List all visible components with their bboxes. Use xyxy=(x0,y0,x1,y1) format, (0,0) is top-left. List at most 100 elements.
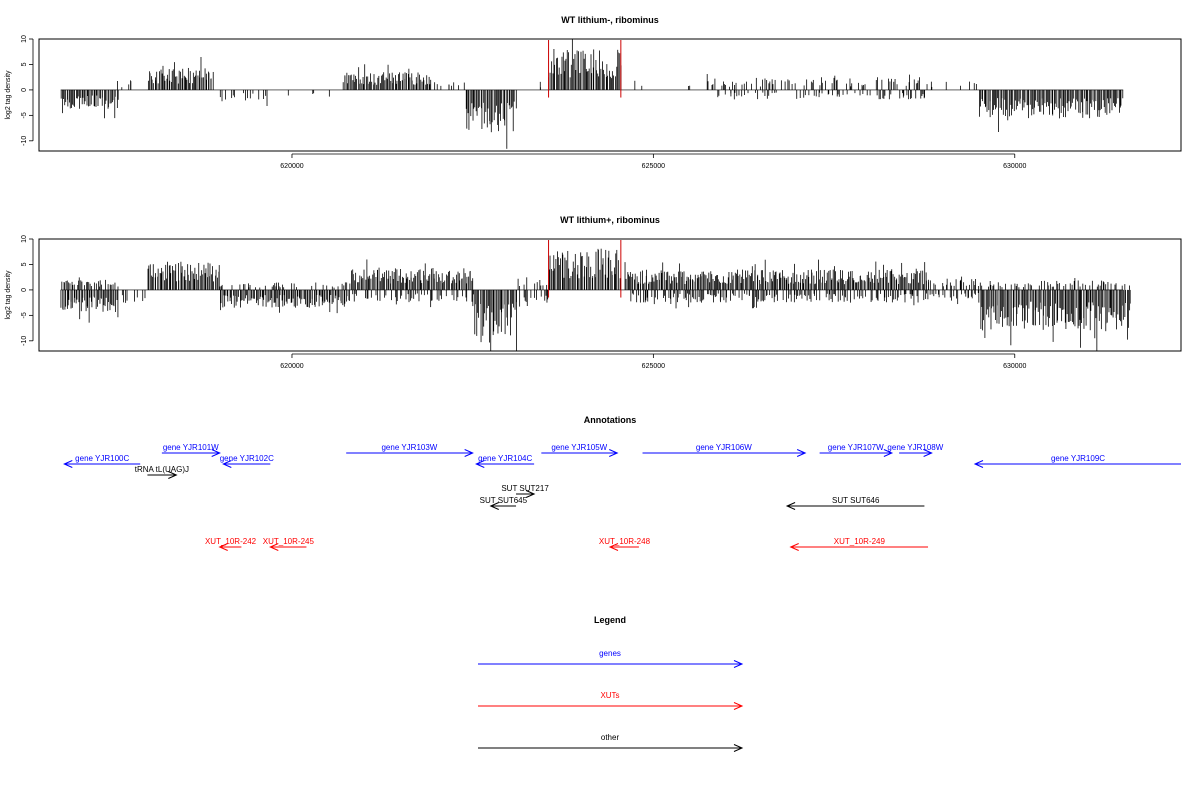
x-tick-label: 625000 xyxy=(642,363,665,370)
annotation-label: gene YJR103W xyxy=(381,443,437,452)
annotation-xut: XUT_10R-242 xyxy=(205,537,257,551)
legend-entries: genes XUTs other xyxy=(478,649,744,752)
arrow-head xyxy=(464,449,474,457)
x-tick-label: 630000 xyxy=(1003,163,1026,170)
y-axis: 10 5 0 -5 -10 xyxy=(21,35,34,146)
arrow-head xyxy=(923,449,933,457)
arrow-head xyxy=(883,449,894,457)
annotation-label: XUT_10R-245 xyxy=(263,537,315,546)
annotation-other: SUT SUT217 xyxy=(501,484,549,498)
track-panel-lithium-plus: WT lithium+, ribominus log2 tag density … xyxy=(5,215,1182,370)
plot-frame xyxy=(38,238,1182,352)
annotation-gene: gene YJR106W xyxy=(642,443,807,457)
legend-label: genes xyxy=(599,649,621,658)
x-tick-label: 620000 xyxy=(280,163,303,170)
annotation-label: gene YJR109C xyxy=(1051,454,1105,463)
y-axis-label: log2 tag density xyxy=(5,270,12,320)
legend-label: other xyxy=(601,733,620,742)
annotation-other: tRNA tL(UAG)J xyxy=(135,465,189,479)
legend-arrow-head xyxy=(733,660,744,668)
x-axis: 620000 625000 630000 xyxy=(280,353,1027,370)
annotation-gene: gene YJR108W xyxy=(887,443,944,457)
annotation-label: gene YJR105W xyxy=(551,443,607,452)
arrow-head xyxy=(218,543,228,551)
y-tick-label: 10 xyxy=(21,235,28,243)
x-axis: 620000 625000 630000 xyxy=(280,153,1027,170)
legend-arrow-head xyxy=(733,744,744,752)
y-tick-label: 0 xyxy=(21,88,28,92)
legend-entry: XUTs xyxy=(478,691,744,710)
legend-title: Legend xyxy=(594,615,626,625)
annotation-label: gene YJR108W xyxy=(887,443,943,452)
arrow-head xyxy=(609,449,619,457)
panel-title: WT lithium-, ribominus xyxy=(561,15,659,25)
annotation-label: gene YJR106W xyxy=(696,443,752,452)
legend-panel: Legend genes XUTs other xyxy=(478,615,744,752)
arrow-head xyxy=(222,460,232,468)
legend-entry: genes xyxy=(478,649,744,668)
y-tick-label: 5 xyxy=(21,62,28,66)
bars-layer xyxy=(60,39,1124,149)
arrow-head xyxy=(525,490,536,498)
arrow-head xyxy=(796,449,807,457)
arrow-head xyxy=(608,543,619,551)
arrow-head xyxy=(211,449,221,457)
y-tick-label: -5 xyxy=(21,312,28,318)
arrow-head xyxy=(973,460,984,468)
arrow-head xyxy=(785,502,796,510)
x-tick-label: 630000 xyxy=(1003,363,1026,370)
arrow-head xyxy=(269,543,279,551)
annotation-xut: XUT_10R-245 xyxy=(263,537,315,551)
y-axis-label: log2 tag density xyxy=(5,70,12,120)
legend-label: XUTs xyxy=(600,691,619,700)
annotation-label: XUT_10R-249 xyxy=(834,537,886,546)
annotation-label: gene YJR101W xyxy=(163,443,219,452)
annotation-other: SUT SUT645 xyxy=(480,496,528,510)
highlight-region xyxy=(548,240,622,298)
arrow-head xyxy=(789,543,799,551)
annotation-label: gene YJR102C xyxy=(220,454,274,463)
track-panel-lithium-minus: WT lithium-, ribominus log2 tag density … xyxy=(5,15,1182,170)
y-tick-label: 0 xyxy=(21,288,28,292)
arrow-head xyxy=(63,460,73,468)
legend-entry: other xyxy=(478,733,744,752)
annotation-label: gene YJR104C xyxy=(478,454,532,463)
annotation-gene: gene YJR103W xyxy=(346,443,474,457)
annotation-label: gene YJR107W xyxy=(828,443,884,452)
y-tick-label: -10 xyxy=(21,336,28,346)
annotation-gene: gene YJR101W xyxy=(161,443,221,457)
annotation-label: SUT SUT645 xyxy=(480,496,528,505)
annotation-label: XUT_10R-248 xyxy=(599,537,651,546)
arrow-head xyxy=(489,502,499,510)
annotation-label: XUT_10R-242 xyxy=(205,537,257,546)
y-tick-label: 10 xyxy=(21,35,28,43)
annotation-gene: gene YJR104C xyxy=(475,454,535,468)
y-tick-label: -5 xyxy=(21,112,28,118)
annotation-gene: gene YJR107W xyxy=(819,443,894,457)
annotation-label: SUT SUT217 xyxy=(501,484,549,493)
annotation-gene: gene YJR100C xyxy=(63,454,141,468)
y-tick-label: 5 xyxy=(21,262,28,266)
arrow-head xyxy=(475,460,485,468)
y-tick-label: -10 xyxy=(21,136,28,146)
arrow-head xyxy=(168,471,178,479)
annotation-label: SUT SUT646 xyxy=(832,496,880,505)
annotation-label: gene YJR100C xyxy=(75,454,129,463)
plot-frame xyxy=(38,38,1182,152)
annotation-gene: gene YJR109C xyxy=(973,454,1181,468)
annotation-other: SUT SUT646 xyxy=(785,496,925,510)
x-tick-label: 625000 xyxy=(642,163,665,170)
annotation-gene: gene YJR105W xyxy=(541,443,619,457)
panel-title: WT lithium+, ribominus xyxy=(560,215,660,225)
annotations-title: Annotations xyxy=(584,415,637,425)
x-tick-label: 620000 xyxy=(280,363,303,370)
annotation-gene: gene YJR102C xyxy=(220,454,274,468)
y-axis: 10 5 0 -5 -10 xyxy=(21,235,34,346)
bars-layer xyxy=(60,248,1131,351)
annotation-xut: XUT_10R-248 xyxy=(599,537,651,551)
highlight-region xyxy=(548,40,622,98)
